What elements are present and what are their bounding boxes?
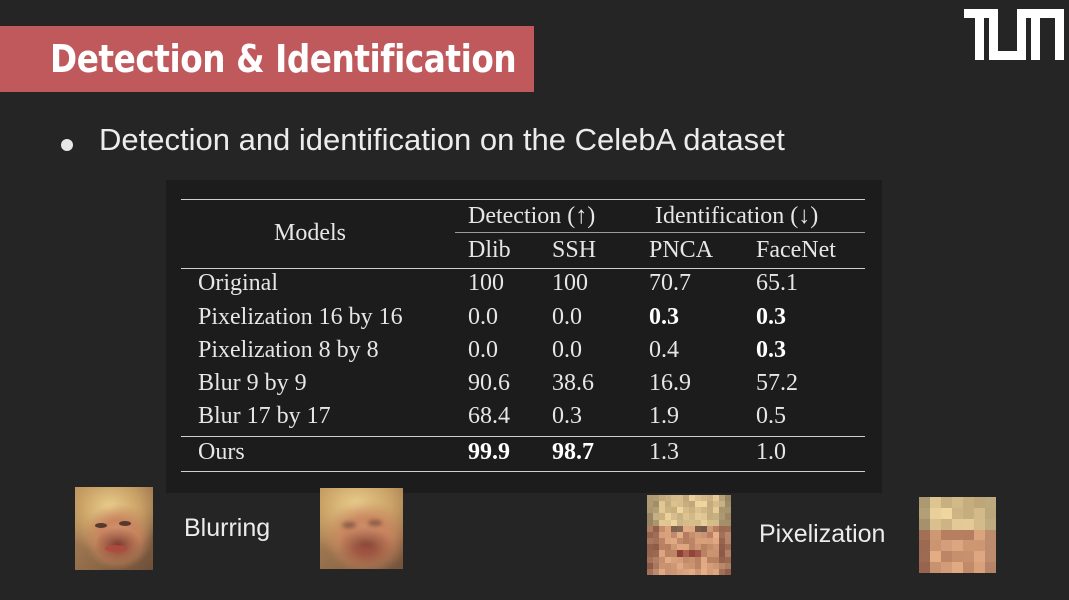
group-rule bbox=[455, 232, 865, 233]
row-model-label: Original bbox=[198, 270, 278, 296]
table-cell: 70.7 bbox=[649, 270, 691, 296]
blurring-label: Blurring bbox=[184, 514, 271, 542]
table-cell: 0.4 bbox=[649, 337, 679, 363]
table-cell: 0.0 bbox=[468, 304, 498, 330]
row-model-label: Blur 17 by 17 bbox=[198, 403, 331, 429]
title-bar bbox=[0, 26, 534, 92]
table-cell: 65.1 bbox=[756, 270, 798, 296]
table-cell: 0.3 bbox=[649, 304, 679, 330]
column-header: FaceNet bbox=[756, 237, 836, 263]
table-cell: 1.0 bbox=[756, 439, 786, 465]
header-identification: Identification (↓) bbox=[655, 203, 819, 229]
table-cell: 38.6 bbox=[552, 370, 594, 396]
pixelated-16-face-image bbox=[647, 495, 731, 575]
tum-logo bbox=[964, 9, 1064, 60]
header-models: Models bbox=[274, 220, 346, 246]
bullet-text: Detection and identification on the Cele… bbox=[99, 122, 785, 157]
bullet-dot bbox=[61, 139, 73, 151]
table-cell: 57.2 bbox=[756, 370, 798, 396]
blurred-face-image bbox=[320, 488, 403, 569]
table-cell: 68.4 bbox=[468, 403, 510, 429]
table-cell: 0.3 bbox=[756, 337, 786, 363]
pixelization-label: Pixelization bbox=[759, 520, 886, 548]
table-cell: 98.7 bbox=[552, 439, 594, 465]
table-cell: 16.9 bbox=[649, 370, 691, 396]
table-top-rule bbox=[181, 199, 865, 200]
table-cell: 1.3 bbox=[649, 439, 679, 465]
header-rule bbox=[181, 268, 865, 269]
table-cell: 0.3 bbox=[552, 403, 582, 429]
slide-title: Detection & Identification bbox=[50, 37, 517, 81]
column-header: SSH bbox=[552, 237, 597, 263]
table-bottom-rule bbox=[181, 471, 865, 472]
results-table: Models Detection (↑) Identification (↓) … bbox=[166, 180, 882, 493]
table-cell: 0.3 bbox=[756, 304, 786, 330]
column-header: Dlib bbox=[468, 237, 511, 263]
pixelated-8-face-image bbox=[919, 497, 996, 573]
original-face-image bbox=[75, 487, 153, 570]
table-cell: 1.9 bbox=[649, 403, 679, 429]
row-model-label: Pixelization 8 by 8 bbox=[198, 337, 379, 363]
ours-rule bbox=[181, 436, 865, 437]
table-cell: 100 bbox=[468, 270, 504, 296]
table-cell: 100 bbox=[552, 270, 588, 296]
header-detection: Detection (↑) bbox=[468, 203, 596, 229]
table-cell: 0.0 bbox=[468, 337, 498, 363]
table-cell: 90.6 bbox=[468, 370, 510, 396]
row-model-label: Pixelization 16 by 16 bbox=[198, 304, 403, 330]
table-cell: 0.0 bbox=[552, 337, 582, 363]
table-cell: 0.5 bbox=[756, 403, 786, 429]
row-model-label: Ours bbox=[198, 439, 245, 465]
row-model-label: Blur 9 by 9 bbox=[198, 370, 307, 396]
column-header: PNCA bbox=[649, 237, 714, 263]
table-cell: 99.9 bbox=[468, 439, 510, 465]
table-cell: 0.0 bbox=[552, 304, 582, 330]
